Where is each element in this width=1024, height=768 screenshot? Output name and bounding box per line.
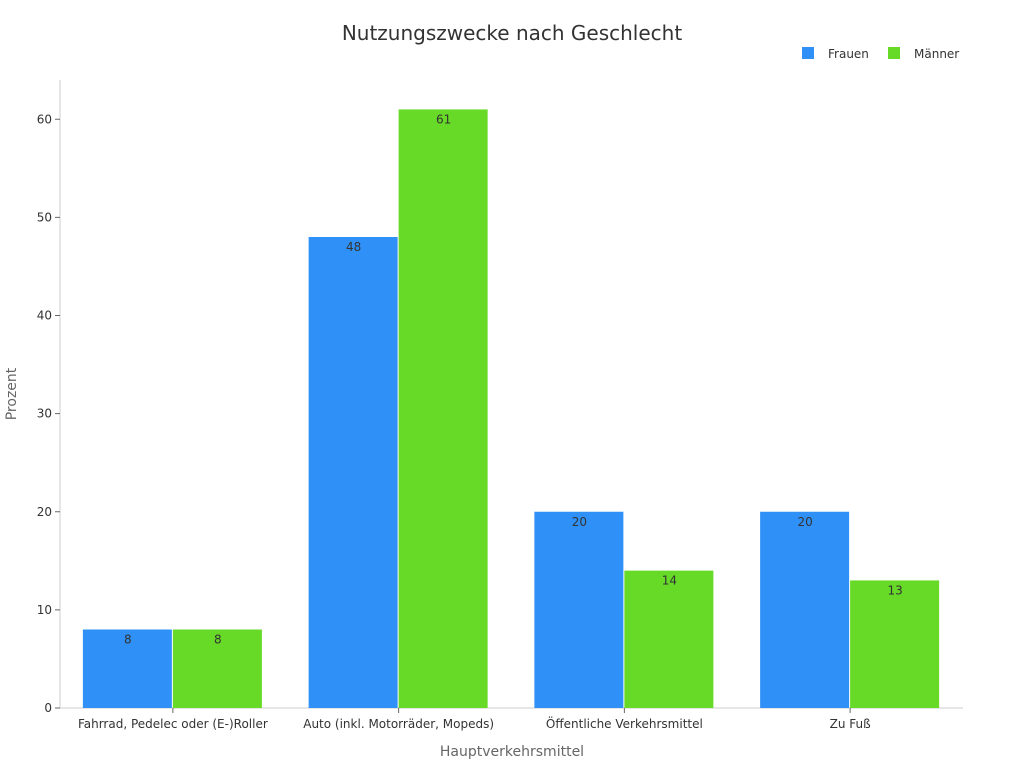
bar-data-label: 8: [214, 633, 222, 647]
bar-data-label: 61: [436, 112, 451, 126]
legend-swatch: [888, 47, 900, 59]
x-category-label: Fahrrad, Pedelec oder (E-)Roller: [78, 717, 268, 731]
y-tick-label: 50: [37, 210, 52, 224]
x-axis-title: Hauptverkehrsmittel: [440, 744, 584, 760]
bar-frauen: [760, 511, 850, 708]
bar-data-label: 20: [572, 515, 587, 529]
chart-title: Nutzungszwecke nach Geschlecht: [342, 21, 683, 45]
bars: 8 8 48 61 20 14 20 13: [82, 109, 940, 708]
bar-data-label: 48: [346, 240, 361, 254]
legend: Frauen Männer: [802, 47, 959, 61]
x-category-label: Öffentliche Verkehrsmittel: [546, 715, 703, 731]
bar-m-nner: [172, 629, 262, 708]
y-tick-label: 30: [37, 407, 52, 421]
y-tick-label: 40: [37, 309, 52, 323]
bar-m-nner: [398, 109, 488, 708]
bar-data-label: 8: [124, 633, 132, 647]
y-axis-title: Prozent: [4, 367, 20, 420]
y-axis-ticks: 0 10 20 30 40 50 60: [37, 112, 60, 715]
bar-data-label: 20: [797, 515, 812, 529]
y-tick-label: 60: [37, 112, 52, 126]
bar-frauen: [82, 629, 172, 708]
x-category-label: Auto (inkl. Motorräder, Mopeds): [303, 717, 494, 731]
bar-data-label: 13: [887, 583, 902, 597]
y-tick-label: 20: [37, 505, 52, 519]
bar-frauen: [534, 511, 624, 708]
bar-data-label: 14: [662, 574, 677, 588]
y-tick-label: 0: [44, 701, 52, 715]
bar-frauen: [308, 237, 398, 708]
legend-swatch: [802, 47, 814, 59]
y-tick-label: 10: [37, 603, 52, 617]
legend-label: Frauen: [828, 47, 869, 61]
x-category-label: Zu Fuß: [830, 717, 871, 731]
legend-label: Männer: [914, 47, 959, 61]
x-axis-category-labels: Fahrrad, Pedelec oder (E-)Roller Auto (in…: [78, 708, 871, 731]
bar-m-nner: [624, 570, 714, 708]
bar-m-nner: [850, 580, 940, 708]
